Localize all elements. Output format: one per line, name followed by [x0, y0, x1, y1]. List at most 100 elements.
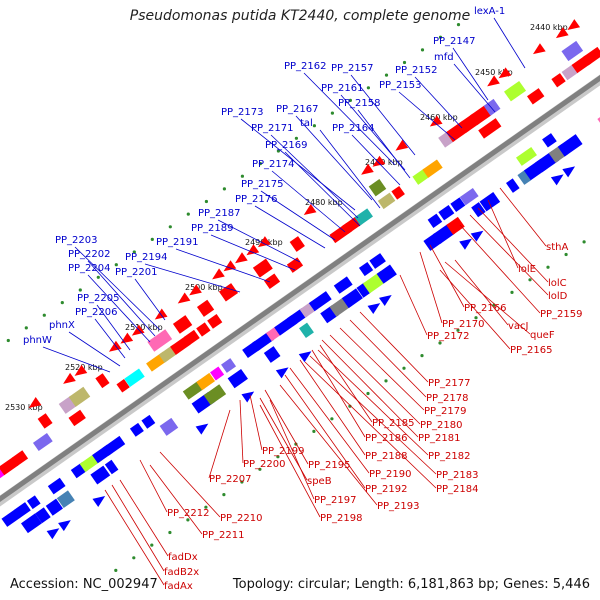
- reverse-gene-label: PP_2183: [436, 470, 479, 481]
- map-title: Pseudomonas putida KT2440, complete geno…: [129, 8, 471, 24]
- scale-tick-label: 2530 kbp: [5, 403, 43, 412]
- reverse-gene-feature: [116, 379, 130, 393]
- reverse-gene-label: fadDx: [168, 552, 198, 563]
- forward-gene-label: PP_2162: [284, 61, 327, 72]
- reverse-gene-feature: [470, 105, 492, 126]
- reverse-gene-feature: [68, 409, 86, 427]
- scale-dot: [168, 225, 172, 229]
- scale-dot: [204, 505, 208, 509]
- reverse-gene-feature: [0, 466, 5, 482]
- scale-dot: [204, 199, 208, 204]
- forward-gene-arrow: [550, 174, 564, 186]
- forward-gene-arrow: [241, 391, 255, 403]
- forward-gene-label: PP_2157: [331, 63, 374, 74]
- scale-dot: [222, 187, 226, 191]
- reverse-gene-label: PP_2198: [320, 513, 363, 524]
- scale-dot: [222, 493, 226, 497]
- forward-gene-label: PP_2204: [68, 263, 111, 274]
- reverse-gene-arrow: [212, 268, 225, 280]
- reverse-label-leader: [359, 311, 429, 383]
- forward-gene-feature: [90, 465, 111, 485]
- reverse-label-leader: [104, 489, 165, 586]
- reverse-gene-label: PP_2181: [418, 433, 461, 444]
- reverse-gene-label: PP_2177: [428, 378, 471, 389]
- scale-dot: [294, 136, 298, 140]
- forward-gene-feature: [479, 192, 501, 212]
- reverse-gene-feature: [504, 80, 527, 102]
- scale-tick-label: 2450 kbp: [475, 68, 513, 77]
- reverse-label-leader: [284, 374, 366, 489]
- reverse-gene-label: PP_2188: [365, 451, 408, 462]
- reverse-label-leader: [279, 384, 378, 506]
- forward-gene-label: PP_2161: [321, 83, 364, 94]
- reverse-gene-feature: [196, 322, 211, 337]
- forward-label-leader: [414, 76, 463, 129]
- forward-gene-label: PP_2164: [332, 123, 375, 134]
- reverse-gene-feature: [95, 373, 110, 389]
- forward-label-leader: [87, 260, 156, 337]
- scale-dot: [312, 429, 316, 433]
- reverse-gene-arrow: [498, 67, 512, 79]
- reverse-gene-arrow: [303, 204, 317, 215]
- forward-gene-feature: [341, 288, 363, 309]
- scale-dot: [348, 404, 352, 408]
- forward-gene-arrow: [58, 520, 71, 532]
- scale-dot: [132, 250, 136, 254]
- forward-gene-arrow: [367, 303, 381, 315]
- reverse-gene-feature: [551, 73, 566, 88]
- forward-gene-label: PP_2158: [338, 98, 381, 109]
- reverse-gene-arrow: [74, 364, 88, 376]
- reverse-gene-label: lolC: [548, 278, 567, 289]
- scale-dot: [186, 212, 190, 216]
- scale-dot: [438, 341, 442, 345]
- scale-dot: [78, 288, 82, 292]
- forward-label-leader: [453, 63, 496, 113]
- forward-gene-label: phnW: [23, 335, 52, 346]
- reverse-gene-feature: [561, 40, 584, 62]
- reverse-gene-label: PP_2185: [372, 418, 415, 429]
- forward-label-leader: [254, 205, 326, 249]
- reverse-gene-arrow: [235, 252, 248, 264]
- scale-dot: [330, 111, 334, 115]
- reverse-gene-arrow: [532, 43, 546, 55]
- reverse-gene-feature: [183, 329, 200, 346]
- forward-gene-label: PP_2206: [75, 307, 118, 318]
- scale-tick-label: 2480 kbp: [305, 198, 343, 207]
- forward-gene-feature: [210, 366, 225, 381]
- reverse-label-leader: [269, 399, 315, 500]
- reverse-gene-arrow: [567, 19, 581, 31]
- reverse-gene-arrow: [177, 292, 191, 304]
- forward-gene-feature: [26, 495, 41, 510]
- forward-gene-feature: [221, 358, 237, 373]
- reverse-gene-feature: [68, 386, 91, 407]
- forward-gene-label: phnX: [49, 320, 75, 331]
- reverse-gene-label: fadAx: [164, 581, 193, 592]
- forward-gene-label: PP_2152: [395, 65, 438, 76]
- forward-gene-feature: [129, 422, 144, 437]
- reverse-label-leader: [339, 327, 425, 411]
- scale-dot: [348, 98, 352, 102]
- reverse-label-leader: [304, 361, 437, 489]
- scale-dot: [240, 174, 244, 178]
- reverse-gene-feature: [196, 299, 215, 317]
- scale-dot: [150, 543, 154, 547]
- forward-gene-feature: [13, 502, 31, 519]
- forward-gene-feature: [308, 291, 332, 312]
- forward-gene-arrow: [378, 295, 392, 307]
- reverse-gene-arrow: [487, 75, 500, 87]
- forward-gene-feature: [159, 417, 179, 436]
- reverse-gene-arrow: [28, 396, 42, 408]
- reverse-gene-label: PP_2165: [510, 345, 553, 356]
- reverse-label-leader: [119, 479, 169, 557]
- forward-gene-feature: [450, 197, 466, 212]
- reverse-gene-feature: [172, 315, 193, 334]
- scale-dot: [114, 568, 118, 573]
- forward-gene-feature: [542, 133, 557, 148]
- scale-dot: [420, 354, 424, 358]
- forward-gene-label: PP_2153: [379, 80, 422, 91]
- reverse-gene-label: PP_2166: [464, 303, 507, 314]
- reverse-label-leader: [299, 359, 366, 456]
- forward-label-leader: [357, 109, 411, 179]
- reverse-gene-arrow: [361, 163, 374, 175]
